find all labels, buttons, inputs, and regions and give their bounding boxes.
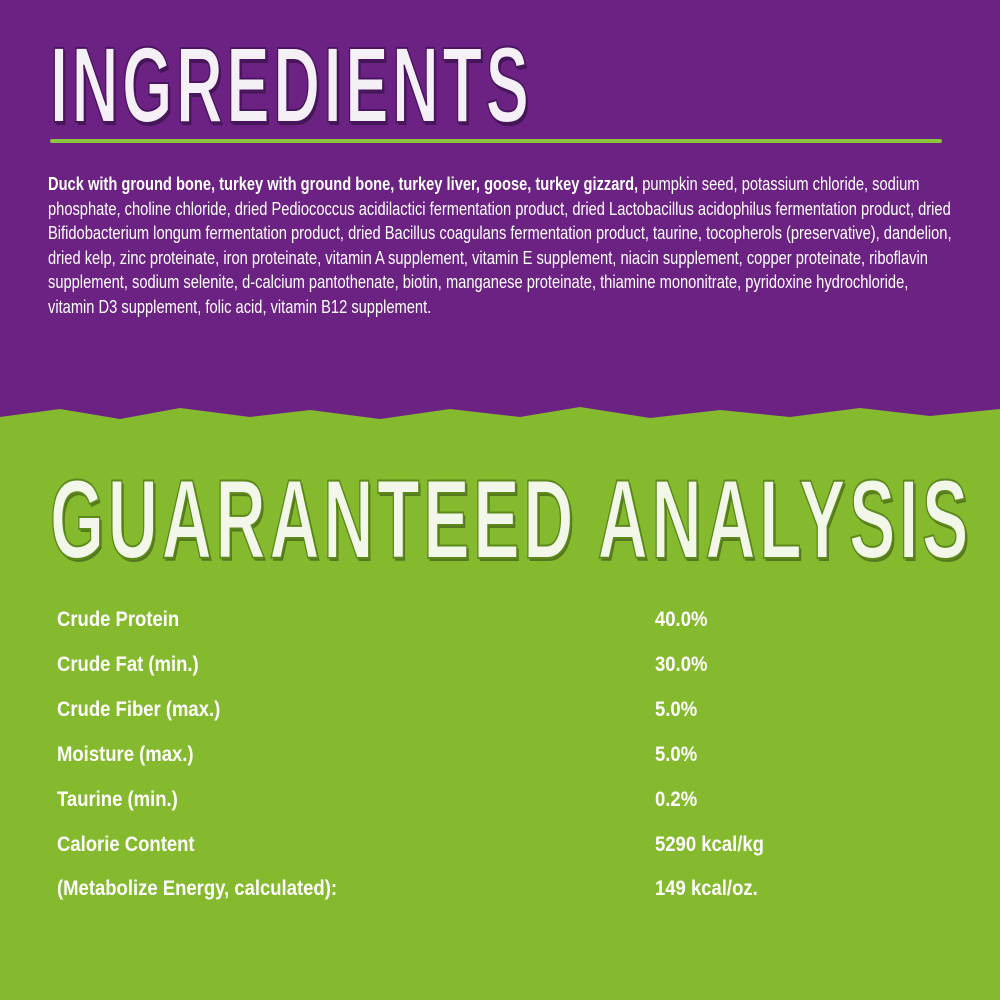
- analysis-label: Crude Fat (min.): [57, 653, 199, 676]
- ingredients-title: INGREDIENTS: [49, 23, 533, 146]
- analysis-value: 0.2%: [655, 788, 698, 811]
- analysis-value: 149 kcal/oz.: [655, 877, 758, 900]
- analysis-row: (Metabolize Energy, calculated): 149 kcal…: [57, 877, 857, 907]
- ingredients-secondary: pumpkin seed, potassium chloride, sodium…: [48, 174, 952, 317]
- analysis-label: (Metabolize Energy, calculated):: [57, 877, 338, 900]
- analysis-value: 5.0%: [655, 743, 698, 766]
- analysis-label: Moisture (max.): [57, 743, 194, 766]
- analysis-title: GUARANTEED ANALYSIS: [49, 456, 973, 583]
- ingredients-list: Duck with ground bone, turkey with groun…: [48, 172, 953, 320]
- analysis-label: Taurine (min.): [57, 788, 178, 811]
- analysis-label: Crude Fiber (max.): [57, 698, 221, 721]
- ingredients-panel: [0, 0, 1000, 420]
- analysis-row: Crude Protein 40.0%: [57, 608, 857, 638]
- analysis-row: Crude Fiber (max.) 5.0%: [57, 698, 857, 728]
- analysis-panel: [0, 407, 1000, 1000]
- title-divider: [50, 139, 942, 143]
- analysis-value: 5.0%: [655, 698, 698, 721]
- analysis-value: 30.0%: [655, 653, 708, 676]
- analysis-value: 40.0%: [655, 608, 708, 631]
- analysis-value: 5290 kcal/kg: [655, 833, 764, 856]
- analysis-row: Calorie Content 5290 kcal/kg: [57, 833, 857, 863]
- analysis-label: Crude Protein: [57, 608, 180, 631]
- analysis-label: Calorie Content: [57, 833, 195, 856]
- analysis-row: Taurine (min.) 0.2%: [57, 788, 857, 818]
- ingredients-primary: Duck with ground bone, turkey with groun…: [48, 174, 639, 194]
- analysis-row: Moisture (max.) 5.0%: [57, 743, 857, 773]
- analysis-row: Crude Fat (min.) 30.0%: [57, 653, 857, 683]
